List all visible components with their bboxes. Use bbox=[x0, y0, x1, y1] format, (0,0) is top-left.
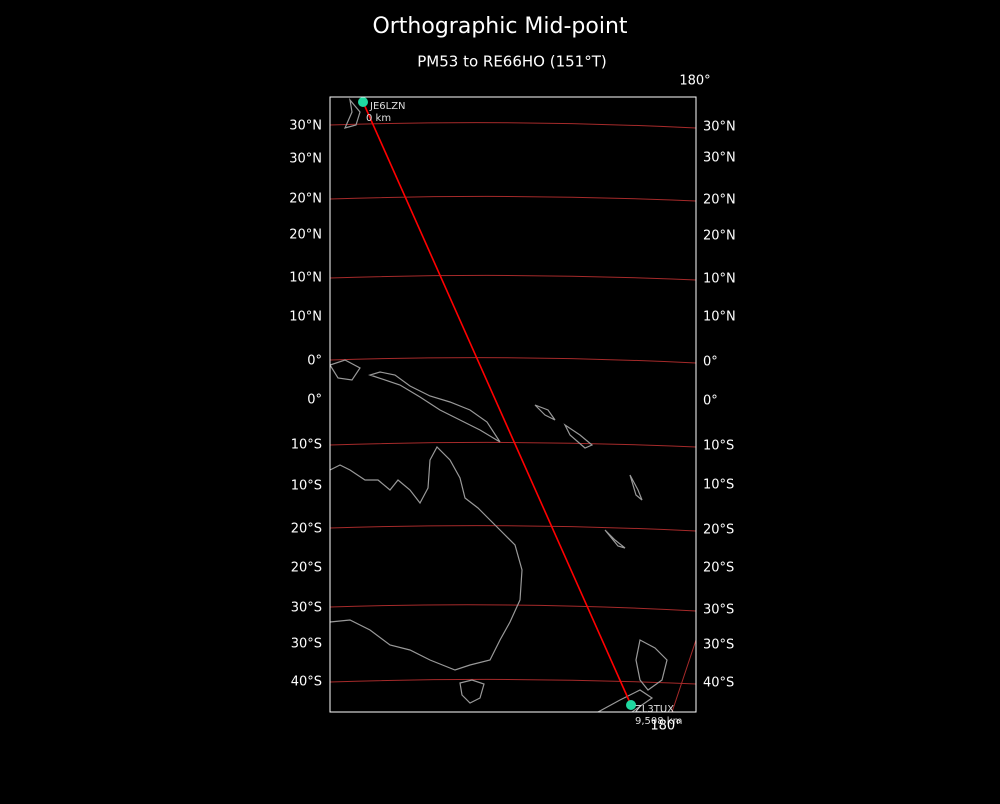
meridian-label: 180° bbox=[650, 719, 681, 734]
title: Orthographic Mid-point bbox=[372, 14, 627, 39]
latitude-labels: 30°N 30°N 20°N 20°N 10°N 10°N 0° 0° 10°S 10°S 20°S… bbox=[289, 119, 736, 691]
meridian-label: 180° bbox=[679, 74, 710, 89]
latitude-label: 0° bbox=[307, 354, 322, 369]
coastlines bbox=[330, 97, 668, 712]
latitude-label: 20°S bbox=[291, 522, 322, 537]
latitude-label: 40°S bbox=[291, 675, 322, 690]
latitude-label: 10°S bbox=[703, 478, 734, 493]
latitude-label: 30°N bbox=[703, 120, 736, 135]
latitude-label: 10°N bbox=[703, 310, 736, 325]
latitude-label: 20°S bbox=[703, 561, 734, 576]
station-distance: 9,508 km bbox=[635, 716, 682, 727]
latitude-label: 30°N bbox=[289, 119, 322, 134]
station-distance: 0 km bbox=[366, 113, 391, 124]
latitude-label: 10°N bbox=[289, 310, 322, 325]
latitude-label: 20°N bbox=[703, 229, 736, 244]
latitude-label: 20°S bbox=[703, 523, 734, 538]
latitude-label: 20°N bbox=[289, 192, 322, 207]
latitude-label: 20°N bbox=[703, 193, 736, 208]
latitude-label: 20°N bbox=[289, 228, 322, 243]
map-frame bbox=[329, 96, 697, 713]
station-call: JE6LZN bbox=[369, 101, 406, 112]
station-marker bbox=[626, 700, 636, 710]
latitude-label: 0° bbox=[703, 394, 718, 409]
map-area bbox=[330, 97, 696, 712]
latitude-label: 10°S bbox=[291, 438, 322, 453]
latitude-label: 10°S bbox=[703, 439, 734, 454]
latitude-label: 10°N bbox=[289, 271, 322, 286]
station-marker bbox=[358, 97, 368, 107]
latitude-label: 0° bbox=[307, 393, 322, 408]
great-circle-path bbox=[362, 101, 632, 706]
latitude-label: 30°N bbox=[703, 151, 736, 166]
latitude-label: 10°S bbox=[291, 479, 322, 494]
latitude-label: 20°S bbox=[291, 561, 322, 576]
latitude-label: 30°S bbox=[703, 603, 734, 618]
latitude-label: 30°N bbox=[289, 152, 322, 167]
graticule bbox=[330, 122, 696, 712]
latitude-label: 10°N bbox=[703, 272, 736, 287]
station-call: ZL3TUX bbox=[635, 704, 674, 715]
latitude-label: 30°S bbox=[703, 638, 734, 653]
subtitle: PM53 to RE66HO (151°T) bbox=[417, 53, 607, 71]
latitude-label: 30°S bbox=[291, 637, 322, 652]
latitude-label: 30°S bbox=[291, 601, 322, 616]
latitude-label: 0° bbox=[703, 355, 718, 370]
latitude-label: 40°S bbox=[703, 676, 734, 691]
